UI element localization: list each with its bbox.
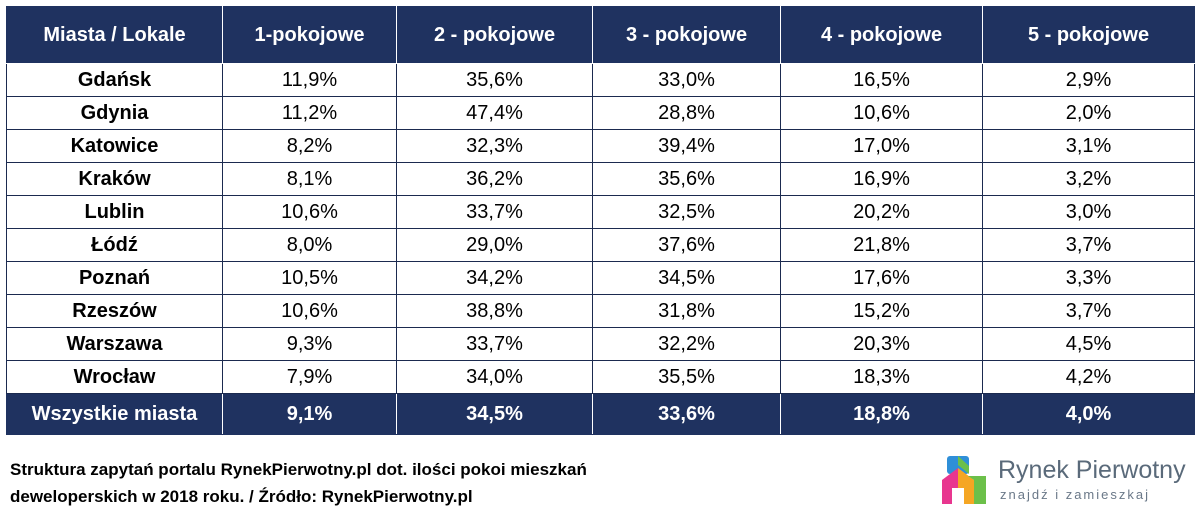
table-row: Łódź 8,0% 29,0% 37,6% 21,8% 3,7%: [6, 228, 1195, 262]
percentage-cell: 2,9%: [982, 63, 1195, 97]
percentage-cell: 18,3%: [780, 360, 983, 394]
header-cell-city: Miasta / Lokale: [6, 6, 223, 64]
caption-line-2: deweloperskich w 2018 roku. / Źródło: Ry…: [10, 487, 473, 506]
percentage-cell: 16,5%: [780, 63, 983, 97]
percentage-cell: 33,0%: [592, 63, 781, 97]
percentage-cell: 37,6%: [592, 228, 781, 262]
header-cell-5-room: 5 - pokojowe: [982, 6, 1195, 64]
total-cell: 4,0%: [982, 393, 1195, 435]
room-structure-table-wrap: Miasta / Lokale 1-pokojowe 2 - pokojowe …: [6, 6, 1195, 435]
percentage-cell: 4,5%: [982, 327, 1195, 361]
total-cell: 33,6%: [592, 393, 781, 435]
percentage-cell: 8,2%: [222, 129, 397, 163]
percentage-cell: 15,2%: [780, 294, 983, 328]
percentage-cell: 33,7%: [396, 327, 593, 361]
table-row: Katowice 8,2% 32,3% 39,4% 17,0% 3,1%: [6, 129, 1195, 163]
city-name-cell: Rzeszów: [6, 294, 223, 328]
percentage-cell: 28,8%: [592, 96, 781, 130]
percentage-cell: 34,5%: [592, 261, 781, 295]
header-cell-3-room: 3 - pokojowe: [592, 6, 781, 64]
percentage-cell: 33,7%: [396, 195, 593, 229]
table-row: Poznań 10,5% 34,2% 34,5% 17,6% 3,3%: [6, 261, 1195, 295]
city-name-cell: Poznań: [6, 261, 223, 295]
percentage-cell: 35,5%: [592, 360, 781, 394]
percentage-cell: 10,6%: [222, 294, 397, 328]
percentage-cell: 35,6%: [592, 162, 781, 196]
percentage-cell: 35,6%: [396, 63, 593, 97]
caption-line-1: Struktura zapytań portalu RynekPierwotny…: [10, 460, 587, 479]
percentage-cell: 32,5%: [592, 195, 781, 229]
logo-name: Rynek Pierwotny: [998, 456, 1186, 484]
table-row: Rzeszów 10,6% 38,8% 31,8% 15,2% 3,7%: [6, 294, 1195, 328]
percentage-cell: 11,2%: [222, 96, 397, 130]
percentage-cell: 34,2%: [396, 261, 593, 295]
table-body: Gdańsk 11,9% 35,6% 33,0% 16,5% 2,9% Gdynia 11,2…: [6, 63, 1195, 394]
percentage-cell: 3,3%: [982, 261, 1195, 295]
total-cell: 9,1%: [222, 393, 397, 435]
header-cell-2-room: 2 - pokojowe: [396, 6, 593, 64]
percentage-cell: 2,0%: [982, 96, 1195, 130]
city-name-cell: Lublin: [6, 195, 223, 229]
header-cell-1-room: 1-pokojowe: [222, 6, 397, 64]
percentage-cell: 34,0%: [396, 360, 593, 394]
total-label-cell: Wszystkie miasta: [6, 393, 223, 435]
logo-tagline: znajdź i zamieszkaj: [1000, 487, 1150, 502]
percentage-cell: 20,3%: [780, 327, 983, 361]
city-name-cell: Warszawa: [6, 327, 223, 361]
percentage-cell: 47,4%: [396, 96, 593, 130]
percentage-cell: 31,8%: [592, 294, 781, 328]
percentage-cell: 3,7%: [982, 294, 1195, 328]
percentage-cell: 9,3%: [222, 327, 397, 361]
percentage-cell: 3,2%: [982, 162, 1195, 196]
percentage-cell: 7,9%: [222, 360, 397, 394]
percentage-cell: 16,9%: [780, 162, 983, 196]
percentage-cell: 4,2%: [982, 360, 1195, 394]
percentage-cell: 10,6%: [222, 195, 397, 229]
rynek-pierwotny-logo: Rynek Pierwotny znajdź i zamieszkaj: [938, 454, 1188, 510]
city-name-cell: Kraków: [6, 162, 223, 196]
percentage-cell: 39,4%: [592, 129, 781, 163]
table-row: Wrocław 7,9% 34,0% 35,5% 18,3% 4,2%: [6, 360, 1195, 394]
table-row: Kraków 8,1% 36,2% 35,6% 16,9% 3,2%: [6, 162, 1195, 196]
city-name-cell: Wrocław: [6, 360, 223, 394]
percentage-cell: 32,3%: [396, 129, 593, 163]
table-row: Gdynia 11,2% 47,4% 28,8% 10,6% 2,0%: [6, 96, 1195, 130]
city-name-cell: Katowice: [6, 129, 223, 163]
table-caption: Struktura zapytań portalu RynekPierwotny…: [10, 456, 730, 510]
percentage-cell: 38,8%: [396, 294, 593, 328]
percentage-cell: 11,9%: [222, 63, 397, 97]
percentage-cell: 36,2%: [396, 162, 593, 196]
percentage-cell: 8,1%: [222, 162, 397, 196]
table-row: Warszawa 9,3% 33,7% 32,2% 20,3% 4,5%: [6, 327, 1195, 361]
total-row: Wszystkie miasta 9,1% 34,5% 33,6% 18,8% …: [6, 393, 1195, 435]
percentage-cell: 17,6%: [780, 261, 983, 295]
total-cell: 34,5%: [396, 393, 593, 435]
percentage-cell: 17,0%: [780, 129, 983, 163]
total-cell: 18,8%: [780, 393, 983, 435]
house-logo-icon: [942, 456, 986, 504]
table-row: Lublin 10,6% 33,7% 32,5% 20,2% 3,0%: [6, 195, 1195, 229]
percentage-cell: 21,8%: [780, 228, 983, 262]
percentage-cell: 8,0%: [222, 228, 397, 262]
table-row: Gdańsk 11,9% 35,6% 33,0% 16,5% 2,9%: [6, 63, 1195, 97]
city-name-cell: Gdańsk: [6, 63, 223, 97]
percentage-cell: 32,2%: [592, 327, 781, 361]
percentage-cell: 10,5%: [222, 261, 397, 295]
header-row: Miasta / Lokale 1-pokojowe 2 - pokojowe …: [6, 6, 1195, 64]
room-structure-table: Miasta / Lokale 1-pokojowe 2 - pokojowe …: [6, 6, 1195, 435]
percentage-cell: 3,7%: [982, 228, 1195, 262]
percentage-cell: 20,2%: [780, 195, 983, 229]
percentage-cell: 3,1%: [982, 129, 1195, 163]
header-cell-4-room: 4 - pokojowe: [780, 6, 983, 64]
percentage-cell: 10,6%: [780, 96, 983, 130]
city-name-cell: Gdynia: [6, 96, 223, 130]
percentage-cell: 29,0%: [396, 228, 593, 262]
percentage-cell: 3,0%: [982, 195, 1195, 229]
city-name-cell: Łódź: [6, 228, 223, 262]
